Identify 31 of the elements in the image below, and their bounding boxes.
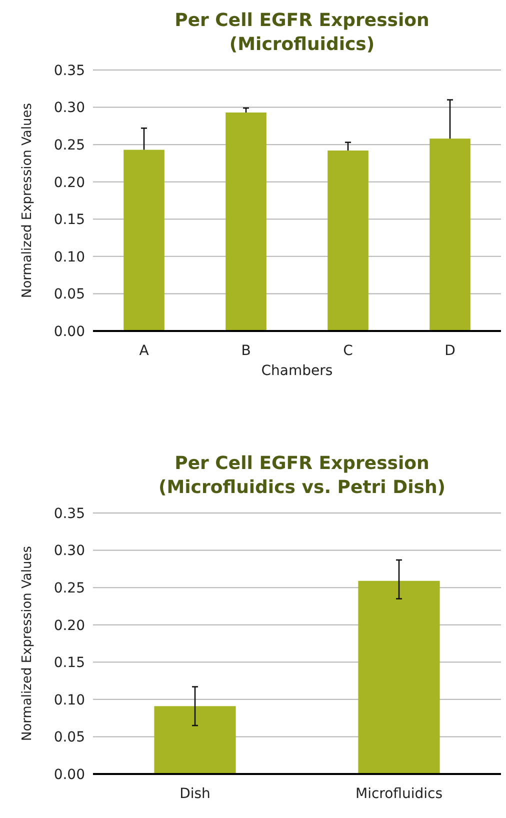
y-tick-label: 0.30	[54, 543, 85, 560]
y-axis-title: Normalized Expression Values	[20, 546, 35, 742]
x-tick-label: B	[241, 343, 251, 359]
bar	[328, 150, 368, 331]
x-tick-label: C	[343, 343, 354, 359]
y-tick-label: 0.35	[54, 506, 85, 522]
y-tick-label: 0.05	[54, 730, 85, 746]
y-tick-label: 0.20	[54, 174, 85, 191]
bar	[226, 112, 266, 331]
y-tick-label: 0.10	[54, 692, 85, 708]
y-tick-label: 0.15	[54, 655, 85, 672]
chart-title: Per Cell EGFR Expression (Microfluidics vs. Petri Dish)	[158, 453, 446, 498]
x-tick-label: A	[139, 343, 150, 359]
y-tick-label: 0.05	[54, 286, 85, 303]
y-tick-label: 0.00	[54, 324, 85, 340]
y-tick-label: 0.15	[54, 212, 85, 228]
chart-title: Per Cell EGFR Expression (Microfluidics)	[174, 10, 430, 55]
y-tick-label: 0.25	[54, 137, 85, 154]
y-tick-label: 0.35	[54, 62, 85, 79]
y-tick-label: 0.00	[54, 766, 85, 783]
y-tick-label: 0.20	[54, 618, 85, 634]
y-axis-title: Normalized Expression Values	[20, 102, 35, 298]
y-tick-label: 0.30	[54, 100, 85, 116]
bar	[124, 150, 164, 331]
x-tick-label: D	[444, 343, 456, 359]
bar	[430, 138, 470, 331]
x-axis-title: Chambers	[261, 363, 333, 379]
x-tick-label: Microfluidics	[355, 786, 443, 802]
x-tick-label: Dish	[180, 786, 210, 802]
y-tick-label: 0.25	[54, 580, 85, 596]
y-tick-label: 0.10	[54, 249, 85, 266]
